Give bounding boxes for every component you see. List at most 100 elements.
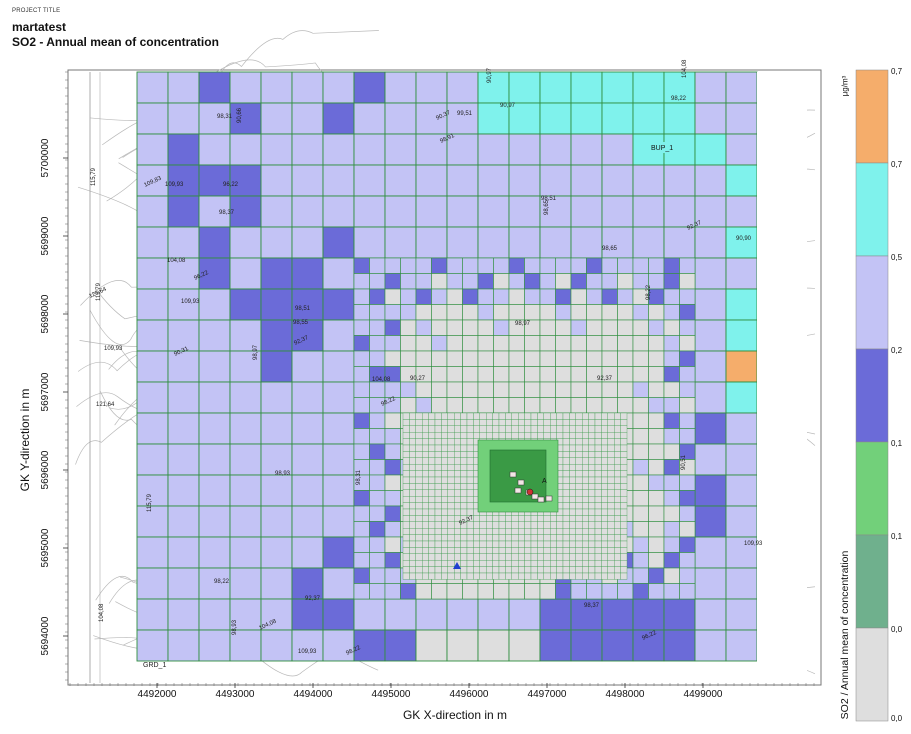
fine-grid-cell bbox=[594, 566, 602, 574]
grid-cell bbox=[570, 397, 587, 414]
fine-grid-cell bbox=[556, 419, 564, 426]
fine-grid-cell bbox=[588, 515, 596, 522]
fine-grid-cell bbox=[447, 444, 455, 452]
grid-cell bbox=[477, 288, 494, 305]
fine-grid-cell bbox=[415, 534, 423, 542]
fine-grid-cell bbox=[441, 425, 448, 433]
fine-grid-cell bbox=[460, 457, 468, 465]
grid-cell bbox=[462, 304, 479, 321]
grid-cell bbox=[198, 598, 231, 631]
grid-cell bbox=[679, 552, 696, 569]
fine-grid-cell bbox=[422, 483, 429, 490]
fine-grid-cell bbox=[505, 521, 512, 529]
y-tick-label: 5697000 bbox=[40, 372, 51, 411]
grid-cell bbox=[400, 335, 417, 352]
fine-grid-cell bbox=[601, 476, 608, 484]
grid-cell bbox=[198, 443, 231, 476]
fine-grid-cell bbox=[543, 425, 551, 433]
fine-grid-cell bbox=[402, 432, 410, 439]
fine-grid-cell bbox=[537, 540, 544, 548]
grid-cell bbox=[384, 257, 401, 274]
fine-grid-cell bbox=[620, 560, 628, 567]
fine-grid-cell bbox=[601, 560, 608, 567]
fine-grid-cell bbox=[614, 553, 621, 561]
fine-grid-cell bbox=[556, 572, 564, 580]
building-label: BUP_1 bbox=[651, 145, 673, 152]
grid-cell bbox=[291, 164, 324, 197]
grid-cell bbox=[648, 583, 665, 600]
fine-grid-cell bbox=[428, 547, 436, 554]
fine-grid-cell bbox=[601, 489, 608, 497]
fine-grid-cell bbox=[594, 560, 602, 567]
fine-grid-cell bbox=[466, 572, 474, 580]
fine-grid-cell bbox=[422, 419, 429, 426]
grid-cell bbox=[198, 412, 231, 445]
grid-cell bbox=[353, 335, 370, 352]
fine-grid-cell bbox=[486, 419, 493, 426]
grid-cell bbox=[601, 335, 618, 352]
grid-cell bbox=[167, 71, 200, 104]
fine-grid-cell bbox=[505, 412, 512, 420]
grid-cell bbox=[632, 335, 649, 352]
contour-value-label: 90,97 bbox=[487, 67, 493, 83]
fine-grid-cell bbox=[594, 476, 602, 484]
grid-cell bbox=[601, 629, 634, 662]
grid-cell bbox=[353, 226, 386, 259]
grid-cell bbox=[632, 536, 649, 553]
fine-grid-cell bbox=[607, 496, 615, 503]
grid-cell bbox=[136, 567, 169, 600]
fine-grid-cell bbox=[402, 489, 410, 497]
fine-grid-cell bbox=[607, 438, 615, 446]
grid-cell bbox=[353, 490, 370, 507]
fine-grid-cell bbox=[575, 566, 583, 574]
grid-cell bbox=[632, 164, 665, 197]
grid-cell bbox=[632, 459, 649, 476]
fine-grid-cell bbox=[543, 534, 551, 542]
fine-grid-cell bbox=[569, 412, 576, 420]
fine-grid-cell bbox=[582, 496, 589, 503]
fine-grid-cell bbox=[454, 528, 461, 535]
grid-cell bbox=[632, 490, 649, 507]
x-tick-label: 4495000 bbox=[372, 689, 411, 700]
fine-grid-cell bbox=[492, 553, 500, 561]
fine-grid-cell bbox=[422, 515, 429, 522]
fine-grid-cell bbox=[518, 566, 525, 574]
grid-cell bbox=[260, 164, 293, 197]
fine-grid-cell bbox=[466, 502, 474, 510]
fine-grid-cell bbox=[569, 553, 576, 561]
fine-grid-cell bbox=[498, 412, 506, 420]
fine-grid-cell bbox=[594, 553, 602, 561]
fine-grid-cell bbox=[422, 502, 429, 510]
fine-grid-cell bbox=[454, 476, 461, 484]
fine-grid-cell bbox=[409, 476, 416, 484]
fine-grid-cell bbox=[582, 560, 589, 567]
fine-grid-cell bbox=[486, 432, 493, 439]
fine-grid-cell bbox=[447, 515, 455, 522]
grid-cell bbox=[679, 583, 696, 600]
fine-grid-cell bbox=[466, 438, 474, 446]
grid-cell bbox=[477, 350, 494, 367]
source-point bbox=[526, 488, 534, 496]
grid-cell bbox=[446, 350, 463, 367]
grid-cell bbox=[260, 319, 293, 352]
grid-cell bbox=[136, 133, 169, 166]
fine-grid-cell bbox=[511, 425, 519, 433]
grid-cell bbox=[493, 366, 510, 383]
fine-grid-cell bbox=[402, 547, 410, 554]
grid-cell bbox=[384, 552, 401, 569]
fine-grid-cell bbox=[479, 425, 487, 433]
grid-cell bbox=[679, 273, 696, 290]
fine-grid-cell bbox=[575, 502, 583, 510]
grid-cell bbox=[260, 350, 293, 383]
fine-grid-cell bbox=[569, 566, 576, 574]
fine-grid-cell bbox=[524, 560, 532, 567]
fine-grid-cell bbox=[441, 496, 448, 503]
fine-grid-cell bbox=[454, 457, 461, 465]
grid-cell bbox=[477, 164, 510, 197]
fine-grid-cell bbox=[614, 502, 621, 510]
legend-band-label: 0,7 bbox=[891, 160, 903, 169]
fine-grid-cell bbox=[594, 425, 602, 433]
fine-grid-cell bbox=[582, 412, 589, 420]
contour-value-label: 109,93 bbox=[181, 299, 200, 305]
fine-grid-cell bbox=[447, 451, 455, 458]
